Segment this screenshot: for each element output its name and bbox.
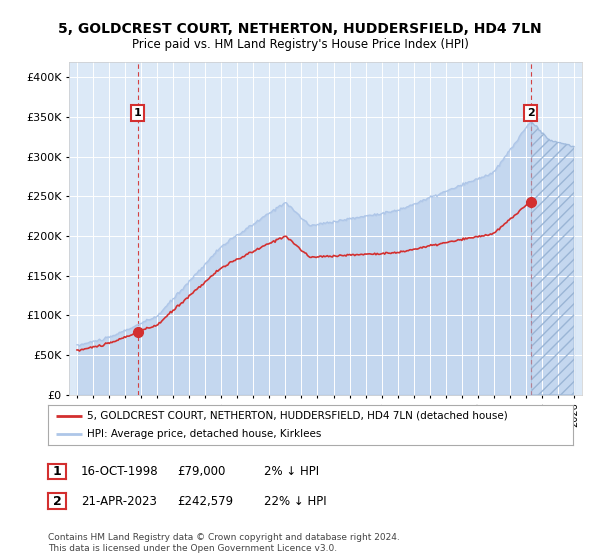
Text: £79,000: £79,000 bbox=[177, 465, 226, 478]
Text: £242,579: £242,579 bbox=[177, 494, 233, 508]
Text: Price paid vs. HM Land Registry's House Price Index (HPI): Price paid vs. HM Land Registry's House … bbox=[131, 38, 469, 51]
Text: 1: 1 bbox=[134, 108, 142, 118]
Text: 2: 2 bbox=[53, 494, 61, 508]
Text: 5, GOLDCREST COURT, NETHERTON, HUDDERSFIELD, HD4 7LN (detached house): 5, GOLDCREST COURT, NETHERTON, HUDDERSFI… bbox=[88, 411, 508, 421]
Text: 5, GOLDCREST COURT, NETHERTON, HUDDERSFIELD, HD4 7LN: 5, GOLDCREST COURT, NETHERTON, HUDDERSFI… bbox=[58, 22, 542, 36]
Text: 22% ↓ HPI: 22% ↓ HPI bbox=[264, 494, 326, 508]
Text: 16-OCT-1998: 16-OCT-1998 bbox=[81, 465, 158, 478]
Text: 2% ↓ HPI: 2% ↓ HPI bbox=[264, 465, 319, 478]
Text: 1: 1 bbox=[53, 465, 61, 478]
Text: 2: 2 bbox=[527, 108, 535, 118]
Text: Contains HM Land Registry data © Crown copyright and database right 2024.
This d: Contains HM Land Registry data © Crown c… bbox=[48, 533, 400, 553]
Text: 21-APR-2023: 21-APR-2023 bbox=[81, 494, 157, 508]
Text: HPI: Average price, detached house, Kirklees: HPI: Average price, detached house, Kirk… bbox=[88, 430, 322, 439]
